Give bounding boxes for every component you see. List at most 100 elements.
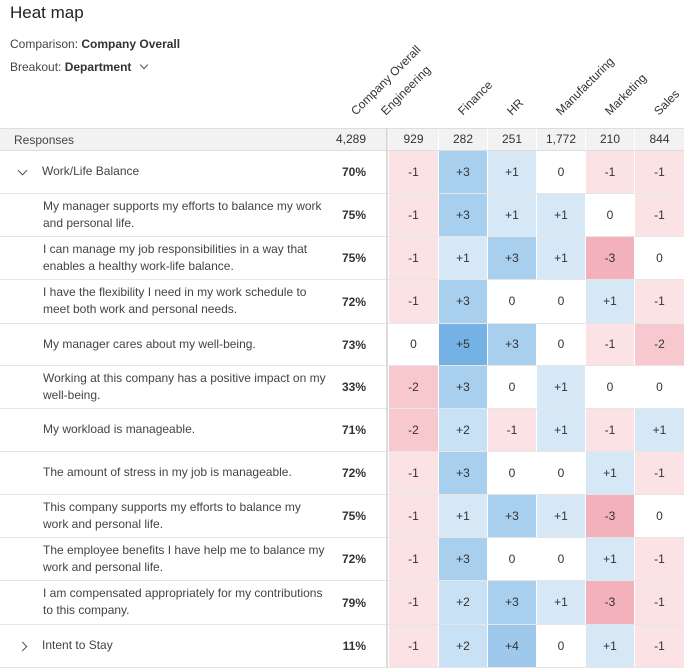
item-row: I have the flexibility I need in my work…: [0, 280, 684, 324]
heatmap-cell: +3: [438, 280, 487, 323]
responses-row: Responses 4,289 929 282 251 1,772 210 844: [0, 128, 684, 151]
responses-label: Responses: [14, 133, 75, 147]
heatmap-cell: +1: [634, 409, 684, 451]
heatmap-cell: -1: [388, 151, 438, 193]
overall-score: 79%: [341, 595, 366, 610]
heatmap-cell: +1: [585, 538, 634, 580]
heatmap-cell: -1: [388, 452, 438, 494]
column-divider: [386, 128, 388, 668]
heatmap-cell: -1: [634, 581, 684, 624]
responses-count: 1,772: [536, 129, 585, 150]
heatmap-cell: -2: [388, 409, 438, 451]
heatmap-cell: +1: [536, 194, 585, 236]
heatmap-cell: +3: [487, 581, 536, 624]
column-header: Finance: [455, 77, 496, 118]
item-row: The employee benefits I have help me to …: [0, 538, 684, 581]
heatmap-cell: +1: [585, 452, 634, 494]
responses-overall: 4,289: [335, 132, 366, 146]
comparison-label: Comparison:: [10, 37, 79, 51]
breakout-value: Department: [64, 60, 132, 74]
heatmap-cell: 0: [585, 366, 634, 408]
item-row: My workload is manageable. 71% -2 +2 -1 +1 -1 +…: [0, 409, 684, 452]
heatmap-cell: -1: [634, 538, 684, 580]
heatmap-cell: +4: [487, 625, 536, 667]
column-header: HR: [504, 95, 527, 118]
heatmap-cell: +1: [487, 151, 536, 193]
question-label: The employee benefits I have help me to …: [43, 542, 325, 574]
heatmap-cell: -1: [585, 324, 634, 365]
group-label: Intent to Stay: [42, 638, 113, 652]
overall-score: 75%: [341, 251, 366, 265]
heatmap-cell: -1: [634, 452, 684, 494]
responses-count: 282: [438, 129, 487, 150]
heatmap-cell: +1: [536, 237, 585, 279]
item-row: Working at this company has a positive i…: [0, 366, 684, 409]
heatmap-cell: +1: [536, 409, 585, 451]
heatmap-cell: +1: [487, 194, 536, 236]
heatmap-cell: +3: [438, 194, 487, 236]
overall-score: 11%: [342, 639, 366, 653]
heatmap-cell: +3: [487, 495, 536, 537]
heatmap-cell: -1: [634, 280, 684, 323]
heatmap-cell: +5: [438, 324, 487, 365]
responses-count: 210: [585, 129, 634, 150]
heatmap-cell: 0: [536, 625, 585, 667]
responses-count: 251: [487, 129, 536, 150]
overall-score: 70%: [341, 165, 366, 179]
question-label: The amount of stress in my job is manage…: [43, 465, 292, 479]
question-label: My workload is manageable.: [43, 422, 196, 436]
heatmap-cell: +3: [487, 237, 536, 279]
chevron-down-icon[interactable]: [17, 165, 28, 175]
item-row: This company supports my efforts to bala…: [0, 495, 684, 538]
question-label: My manager supports my efforts to balanc…: [43, 198, 322, 230]
group-row[interactable]: Work/Life Balance 70% -1 +3 +1 0 -1 -1: [0, 151, 684, 194]
question-label: My manager cares about my well-being.: [43, 336, 256, 351]
heatmap-cell: -1: [388, 625, 438, 667]
group-row[interactable]: Intent to Stay 11% -1 +2 +4 0 +1 -1: [0, 625, 684, 668]
heatmap-cell: +2: [438, 625, 487, 667]
column-header: Marketing: [602, 70, 650, 118]
heatmap-cell: -3: [585, 581, 634, 624]
heatmap-cell: +3: [438, 452, 487, 494]
heatmap-cell: +1: [585, 625, 634, 667]
question-label: This company supports my efforts to bala…: [43, 499, 301, 531]
heatmap-cell: +3: [438, 366, 487, 408]
heatmap-cell: 0: [536, 324, 585, 365]
heatmap-cell: -1: [585, 151, 634, 193]
chevron-right-icon[interactable]: [17, 641, 28, 651]
heatmap-cell: 0: [536, 538, 585, 580]
heatmap-cell: -1: [388, 581, 438, 624]
breakout-dropdown[interactable]: Breakout: Department: [10, 60, 148, 74]
item-row: I am compensated appropriately for my co…: [0, 581, 684, 625]
heatmap-cell: +3: [438, 151, 487, 193]
overall-score: 72%: [341, 294, 366, 309]
heatmap-cell: +1: [536, 366, 585, 408]
question-label: Working at this company has a positive i…: [43, 370, 326, 402]
heatmap-cell: +1: [438, 495, 487, 537]
overall-score: 72%: [341, 552, 366, 566]
overall-score: 73%: [341, 337, 366, 352]
heatmap-cell: 0: [388, 324, 438, 365]
chevron-down-icon: [139, 60, 148, 70]
page-title: Heat map: [10, 3, 84, 22]
heatmap-cell: -3: [585, 495, 634, 537]
heatmap-cell: -1: [634, 194, 684, 236]
heatmap-cell: -1: [388, 495, 438, 537]
responses-count: 929: [388, 129, 438, 150]
heatmap-cell: 0: [634, 366, 684, 408]
overall-score: 72%: [341, 466, 366, 480]
question-label: I can manage my job responsibilities in …: [43, 241, 308, 273]
heatmap-cell: 0: [487, 366, 536, 408]
heatmap-cell: +2: [438, 581, 487, 624]
heatmap-cell: -1: [487, 409, 536, 451]
heatmap-cell: +1: [585, 280, 634, 323]
item-row: My manager cares about my well-being. 73%…: [0, 324, 684, 366]
heatmap-cell: +1: [536, 495, 585, 537]
heatmap-cell: 0: [536, 151, 585, 193]
overall-score: 75%: [341, 208, 366, 222]
heatmap-cell: 0: [585, 194, 634, 236]
heatmap-cell: -1: [585, 409, 634, 451]
heatmap-cell: -3: [585, 237, 634, 279]
heatmap-cell: -1: [634, 151, 684, 193]
responses-count: 844: [634, 129, 684, 150]
